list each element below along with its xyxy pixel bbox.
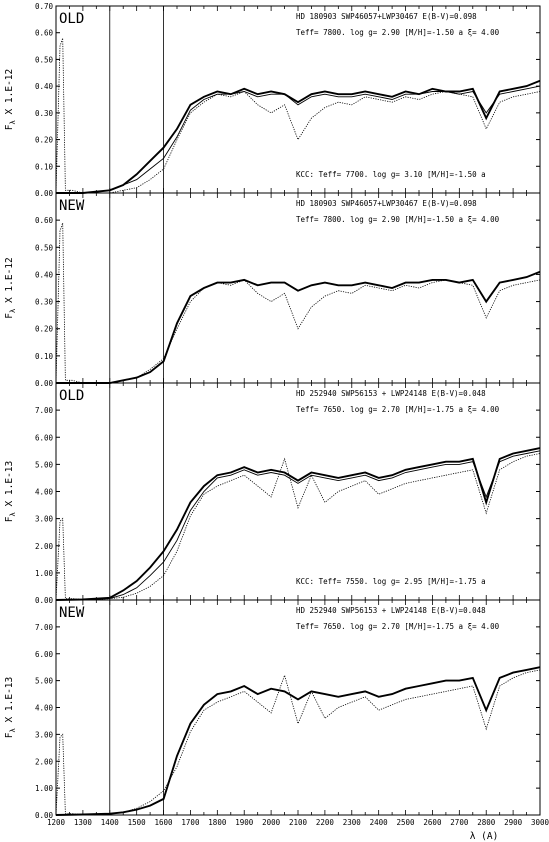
- series-line-dotted: [55, 669, 541, 816]
- panel-label: NEW: [59, 198, 85, 214]
- y-tick-label: 0.60: [35, 29, 54, 38]
- x-tick-label: 2800: [477, 818, 496, 827]
- model-params: Teff= 7650. log g= 2.70 [M/H]=-1.75 a ξ=…: [296, 405, 500, 414]
- y-axis-label: Fλ X 1.E-13: [4, 677, 17, 738]
- x-tick-label: 1400: [101, 818, 120, 827]
- y-tick-label: 5.00: [35, 677, 54, 686]
- y-tick-label: 1.00: [35, 569, 54, 578]
- x-axis-label: λ (A): [470, 831, 499, 842]
- x-tick-label: 3000: [531, 818, 549, 827]
- x-tick-label: 2600: [423, 818, 442, 827]
- star-header: HD 252940 SWP56153 + LWP24148 E(B-V)=0.0…: [296, 606, 486, 615]
- x-tick-label: 1500: [128, 818, 147, 827]
- y-tick-label: 0.60: [35, 216, 54, 225]
- star-header: HD 180903 SWP46057+LWP30467 E(B-V)=0.098: [296, 199, 477, 208]
- model-params: Teff= 7650. log g= 2.70 [M/H]=-1.75 a ξ=…: [296, 622, 500, 631]
- y-axis-label-text: Fλ X 1.E-13: [4, 677, 17, 738]
- panel-label: OLD: [59, 388, 84, 404]
- y-tick-label: 0.40: [35, 82, 54, 91]
- y-tick-label: 2.00: [35, 542, 54, 551]
- y-tick-label: 0.40: [35, 270, 54, 279]
- x-tick-label: 2500: [397, 818, 416, 827]
- series-line-thick: [56, 79, 541, 194]
- x-tick-label: 1200: [47, 818, 66, 827]
- y-tick-label: 7.00: [35, 406, 54, 415]
- y-tick-label: 0.70: [35, 2, 54, 11]
- x-tick-label: 2400: [370, 818, 389, 827]
- y-tick-label: 0.00: [35, 811, 54, 820]
- x-tick-label: 1300: [74, 818, 93, 827]
- y-tick-label: 0.20: [35, 136, 54, 145]
- y-tick-label: 5.00: [35, 460, 54, 469]
- series-line-thick: [56, 270, 541, 384]
- x-tick-label: 1700: [181, 818, 200, 827]
- y-tick-label: 0.00: [35, 596, 54, 605]
- y-tick-label: 0.20: [35, 325, 54, 334]
- kcc-params: KCC: Teff= 7550. log g= 2.95 [M/H]=-1.75…: [296, 577, 486, 586]
- y-axis-label: Fλ X 1.E-13: [4, 461, 17, 522]
- y-tick-label: 0.30: [35, 109, 54, 118]
- y-tick-label: 3.00: [35, 730, 54, 739]
- x-tick-label: 2100: [289, 818, 308, 827]
- y-tick-label: 0.00: [35, 189, 54, 198]
- y-tick-label: 6.00: [35, 650, 54, 659]
- x-tick-label: 2700: [450, 818, 469, 827]
- star-header: HD 252940 SWP56153 + LWP24148 E(B-V)=0.0…: [296, 389, 486, 398]
- x-tick-label: 2900: [504, 818, 523, 827]
- y-tick-label: 4.00: [35, 488, 54, 497]
- y-tick-label: 3.00: [35, 515, 54, 524]
- x-tick-label: 1900: [235, 818, 254, 827]
- y-tick-label: 0.00: [35, 379, 54, 388]
- y-tick-label: 2.00: [35, 757, 54, 766]
- x-tick-label: 2200: [316, 818, 335, 827]
- series-line-thick: [55, 447, 541, 601]
- star-header: HD 180903 SWP46057+LWP30467 E(B-V)=0.098: [296, 12, 477, 21]
- series-line-thin: [55, 450, 541, 601]
- y-tick-label: 7.00: [35, 623, 54, 632]
- panel-frame: [55, 599, 541, 816]
- x-tick-label: 1800: [208, 818, 227, 827]
- y-axis-label: Fλ X 1.E-12: [4, 257, 17, 318]
- model-params: Teff= 7800. log g= 2.90 [M/H]=-1.50 a ξ=…: [296, 215, 500, 224]
- y-axis-label: Fλ X 1.E-12: [4, 69, 17, 130]
- y-tick-label: 1.00: [35, 784, 54, 793]
- model-params: Teff= 7800. log g= 2.90 [M/H]=-1.50 a ξ=…: [296, 28, 500, 37]
- y-tick-label: 0.10: [35, 162, 54, 171]
- y-tick-label: 4.00: [35, 704, 54, 713]
- y-axis-label-text: Fλ X 1.E-13: [4, 461, 17, 522]
- series-line-thin: [56, 85, 541, 194]
- panel-label: OLD: [59, 11, 84, 27]
- x-tick-label: 1600: [155, 818, 174, 827]
- panel-label: NEW: [59, 605, 85, 621]
- y-axis-label-text: Fλ X 1.E-12: [4, 69, 17, 130]
- x-tick-label: 2300: [343, 818, 362, 827]
- kcc-params: KCC: Teff= 7700. log g= 3.10 [M/H]=-1.50…: [296, 170, 486, 179]
- y-tick-label: 0.30: [35, 298, 54, 307]
- series-line-dotted: [55, 222, 541, 384]
- y-tick-label: 0.50: [35, 55, 54, 64]
- panel-frame: [55, 382, 541, 601]
- y-axis-label-text: Fλ X 1.E-12: [4, 257, 17, 318]
- x-tick-label: 2000: [262, 818, 281, 827]
- y-tick-label: 0.10: [35, 352, 54, 361]
- series-line-thick: [55, 666, 541, 816]
- y-tick-label: 0.50: [35, 243, 54, 252]
- y-tick-label: 6.00: [35, 433, 54, 442]
